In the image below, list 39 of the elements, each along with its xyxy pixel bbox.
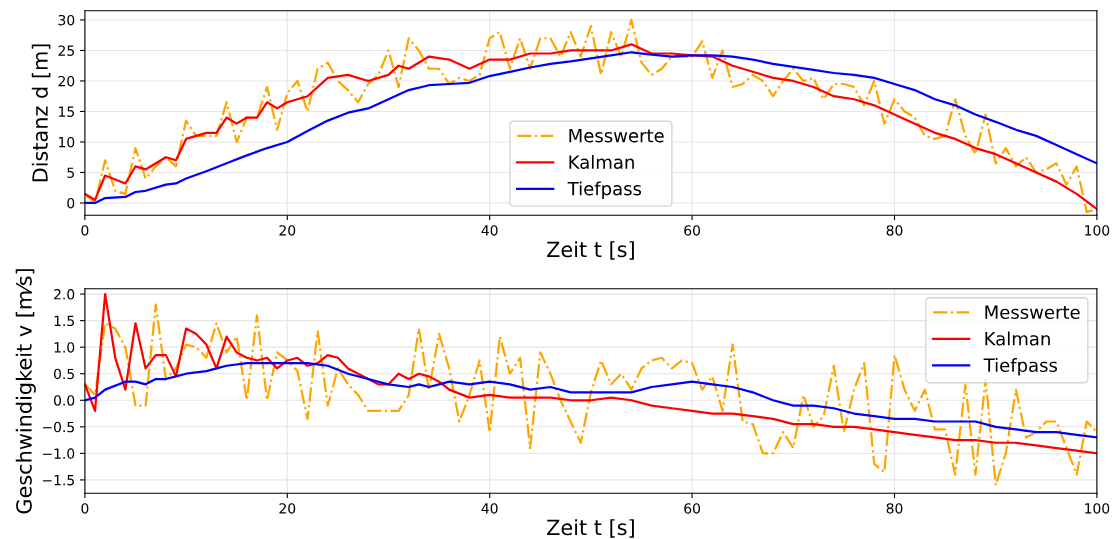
x-tick-label: 40	[481, 225, 498, 236]
x-tick-label: 0	[81, 503, 89, 514]
y-tick-label: 15	[59, 106, 74, 117]
x-tick-label: 20	[279, 503, 296, 514]
legend-label: Kalman	[569, 154, 634, 169]
x-tick-label: 80	[886, 503, 903, 514]
x-tick-label: 0	[81, 225, 89, 236]
legend-label: Kalman	[985, 331, 1050, 346]
legend-label: Messwerte	[569, 129, 664, 143]
x-tick-label: 60	[684, 225, 701, 236]
x-tick-label: 60	[684, 503, 701, 514]
y-tick-label: 0	[67, 197, 75, 209]
legend-label: Messwerte	[985, 305, 1080, 319]
line-series	[84, 303, 1097, 487]
y-tick-label: −0.5	[42, 421, 74, 433]
y-tick-label: 0.5	[54, 368, 74, 380]
y-tick-label: 5	[67, 167, 74, 178]
x-tick-label: 100	[1085, 503, 1110, 514]
y-tick-label: 20	[58, 75, 75, 87]
y-tick-label: 1.5	[54, 315, 74, 327]
y-tick-label: −1.0	[42, 448, 75, 459]
legend-label: Tiefpass	[567, 181, 642, 199]
y-tick-label: 2.0	[54, 289, 75, 300]
y-tick-label: 30	[58, 14, 75, 26]
x-tick-label: 20	[279, 225, 296, 236]
y-axis-title: Distanz d [m]	[31, 44, 51, 182]
x-axis-title: Zeit t [s]	[547, 519, 634, 538]
x-tick-label: 80	[886, 225, 903, 236]
y-axis-title: Geschwindigkeit v [m⁄s]	[15, 269, 36, 514]
legend-label: Tiefpass	[983, 358, 1058, 376]
y-tick-label: 1.0	[54, 342, 75, 353]
y-tick-label: 25	[58, 45, 74, 56]
y-tick-label: 10	[59, 136, 75, 148]
x-tick-label: 100	[1085, 225, 1110, 236]
y-tick-label: 0.0	[54, 395, 75, 406]
y-tick-label: −1.5	[42, 475, 74, 486]
line-series	[84, 292, 1097, 455]
x-tick-label: 40	[481, 503, 498, 514]
x-axis-title: Zeit t [s]	[547, 241, 634, 260]
